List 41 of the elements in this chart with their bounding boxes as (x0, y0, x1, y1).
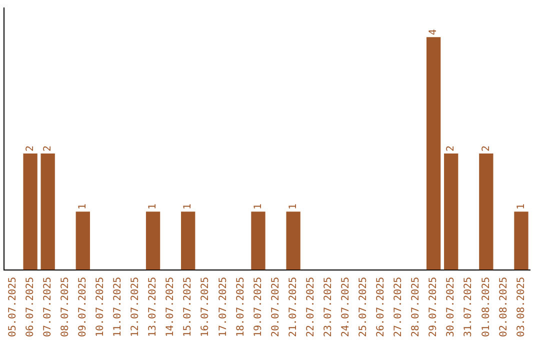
data-label: 1 (516, 204, 527, 210)
x-tick-label: 31.07.2025 (463, 276, 474, 338)
x-tick-label: 02.08.2025 (498, 276, 510, 338)
data-label: 2 (24, 145, 36, 152)
data-label: 4 (428, 29, 440, 36)
x-tick-label: 08.07.2025 (60, 276, 71, 338)
x-tick-label: 21.07.2025 (288, 276, 299, 338)
x-tick-label: 19.07.2025 (252, 276, 264, 338)
x-tick-label: 14.07.2025 (165, 276, 176, 338)
x-tick-label: 07.07.2025 (42, 276, 54, 338)
data-label: 1 (148, 204, 159, 210)
x-tick-label: 27.07.2025 (393, 276, 404, 338)
data-label: 1 (252, 204, 264, 210)
x-tick-label: 06.07.2025 (24, 276, 36, 338)
x-tick-label: 29.07.2025 (428, 276, 440, 338)
x-tick-label: 15.07.2025 (182, 276, 194, 338)
x-tick-label: 20.07.2025 (270, 276, 282, 338)
x-tick-label: 28.07.2025 (410, 276, 422, 338)
data-label: 2 (42, 145, 54, 152)
x-tick-label: 22.07.2025 (305, 276, 316, 338)
data-label: 1 (77, 204, 88, 210)
x-tick-label: 12.07.2025 (130, 276, 142, 338)
data-label: 2 (446, 145, 457, 152)
x-tick-label: 30.07.2025 (446, 276, 457, 338)
x-tick-label: 10.07.2025 (95, 276, 106, 338)
x-tick-label: 09.07.2025 (77, 276, 88, 338)
data-label: 1 (288, 204, 299, 210)
x-tick-label: 16.07.2025 (200, 276, 212, 338)
x-tick-label: 25.07.2025 (358, 276, 370, 338)
x-tick-label: 01.08.2025 (480, 276, 492, 338)
data-label: 2 (480, 145, 492, 152)
x-tick-label: 03.08.2025 (516, 276, 527, 338)
x-tick-label: 17.07.2025 (218, 276, 229, 338)
x-tick-label: 26.07.2025 (376, 276, 387, 338)
data-label: 1 (182, 204, 194, 210)
x-tick-label: 24.07.2025 (340, 276, 352, 338)
x-tick-label: 23.07.2025 (322, 276, 334, 338)
x-tick-label: 11.07.2025 (112, 276, 124, 338)
x-tick-label: 18.07.2025 (235, 276, 246, 338)
x-tick-label: 05.07.2025 (7, 276, 18, 338)
x-tick-label: 13.07.2025 (148, 276, 159, 338)
